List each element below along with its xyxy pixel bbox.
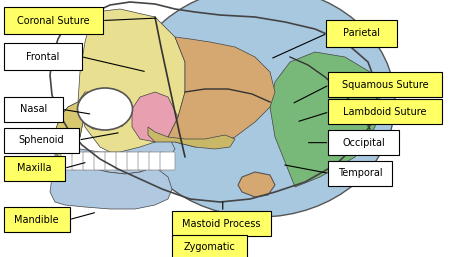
FancyBboxPatch shape	[72, 152, 87, 170]
FancyBboxPatch shape	[116, 152, 131, 170]
Polygon shape	[115, 99, 128, 127]
Text: Frontal: Frontal	[26, 52, 59, 61]
Polygon shape	[168, 37, 275, 147]
FancyBboxPatch shape	[328, 130, 399, 155]
FancyBboxPatch shape	[326, 20, 397, 47]
Polygon shape	[238, 172, 275, 197]
FancyBboxPatch shape	[105, 152, 120, 170]
Polygon shape	[132, 92, 178, 142]
Polygon shape	[55, 92, 88, 159]
FancyBboxPatch shape	[172, 211, 271, 236]
Text: Occipital: Occipital	[342, 138, 385, 148]
Ellipse shape	[78, 88, 133, 130]
Text: Temporal: Temporal	[338, 169, 383, 178]
Polygon shape	[270, 52, 380, 187]
Polygon shape	[55, 137, 175, 174]
Text: Lambdoid Suture: Lambdoid Suture	[343, 107, 427, 117]
FancyBboxPatch shape	[4, 156, 65, 181]
Text: Squamous Suture: Squamous Suture	[342, 80, 428, 90]
Text: Sphenoid: Sphenoid	[18, 135, 64, 145]
FancyBboxPatch shape	[94, 152, 109, 170]
FancyBboxPatch shape	[328, 161, 392, 186]
Text: Maxilla: Maxilla	[17, 163, 52, 173]
Polygon shape	[78, 9, 185, 157]
Text: Mandible: Mandible	[14, 215, 59, 225]
FancyBboxPatch shape	[172, 235, 247, 257]
FancyBboxPatch shape	[83, 152, 98, 170]
FancyBboxPatch shape	[127, 152, 142, 170]
FancyBboxPatch shape	[160, 152, 175, 170]
FancyBboxPatch shape	[149, 152, 164, 170]
Polygon shape	[80, 92, 118, 129]
FancyBboxPatch shape	[4, 127, 79, 153]
FancyBboxPatch shape	[4, 97, 63, 122]
Polygon shape	[50, 162, 172, 209]
Text: Zygomatic: Zygomatic	[184, 242, 236, 252]
FancyBboxPatch shape	[4, 43, 82, 70]
FancyBboxPatch shape	[328, 72, 442, 97]
Text: Mastoid Process: Mastoid Process	[182, 219, 261, 228]
Polygon shape	[55, 102, 83, 152]
FancyBboxPatch shape	[138, 152, 153, 170]
Text: Nasal: Nasal	[19, 104, 47, 114]
Ellipse shape	[125, 0, 395, 217]
Text: Parietal: Parietal	[343, 29, 380, 38]
FancyBboxPatch shape	[4, 207, 70, 232]
FancyBboxPatch shape	[4, 7, 103, 34]
FancyBboxPatch shape	[61, 152, 76, 170]
Text: Coronal Suture: Coronal Suture	[17, 16, 90, 25]
FancyBboxPatch shape	[328, 99, 442, 124]
Polygon shape	[148, 127, 235, 149]
